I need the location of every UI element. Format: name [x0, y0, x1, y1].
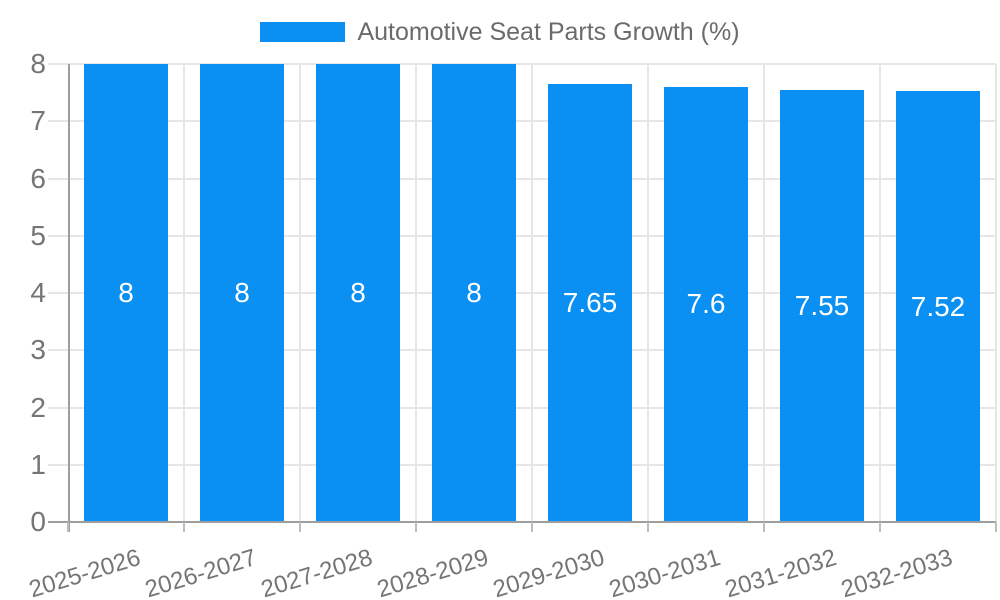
h-gridline [48, 406, 996, 409]
bar[interactable] [84, 64, 168, 522]
y-axis-line [68, 64, 70, 532]
legend-swatch [260, 22, 346, 42]
y-tick-label: 6 [30, 162, 46, 194]
bar[interactable] [780, 89, 864, 522]
h-gridline [48, 63, 996, 65]
x-axis-tick [299, 522, 301, 532]
y-tick-label: 7 [30, 105, 46, 137]
h-gridline [48, 463, 996, 466]
v-gridline [763, 64, 765, 522]
bar[interactable] [664, 86, 748, 522]
bar[interactable] [200, 64, 284, 522]
v-gridline [183, 64, 185, 522]
x-axis-line [48, 521, 996, 523]
x-axis-tick [995, 522, 997, 532]
x-axis-tick [879, 522, 881, 532]
x-axis-tick [763, 522, 765, 532]
h-gridline [48, 349, 996, 352]
x-tick-label: 2032-2033 [837, 544, 956, 600]
x-axis-tick [415, 522, 417, 532]
y-tick-label: 4 [30, 277, 46, 308]
legend-label: Automotive Seat Parts Growth (%) [357, 17, 740, 46]
v-gridline [995, 64, 997, 522]
x-axis-tick [183, 522, 185, 532]
h-gridline [48, 292, 996, 294]
y-tick-label: 1 [30, 448, 46, 480]
bar[interactable] [896, 91, 980, 522]
h-gridline [48, 234, 996, 237]
y-tick-label: 3 [30, 334, 46, 366]
bar[interactable] [316, 64, 400, 522]
x-axis-tick [647, 522, 649, 532]
x-axis-tick [67, 522, 69, 532]
bar[interactable] [548, 84, 632, 522]
y-tick-label: 2 [30, 391, 46, 423]
chart-legend[interactable]: Automotive Seat Parts Growth (%) [0, 14, 1000, 50]
y-tick-label: 0 [30, 506, 46, 537]
y-tick-label: 5 [30, 219, 46, 251]
y-tick-label: 8 [30, 48, 46, 79]
v-gridline [531, 64, 533, 522]
v-gridline [879, 64, 881, 522]
v-gridline [647, 64, 649, 522]
v-gridline [299, 64, 301, 522]
v-gridline [415, 64, 417, 522]
x-axis-tick [531, 522, 533, 532]
h-gridline [48, 177, 996, 180]
h-gridline [48, 120, 996, 123]
bar[interactable] [432, 64, 516, 522]
